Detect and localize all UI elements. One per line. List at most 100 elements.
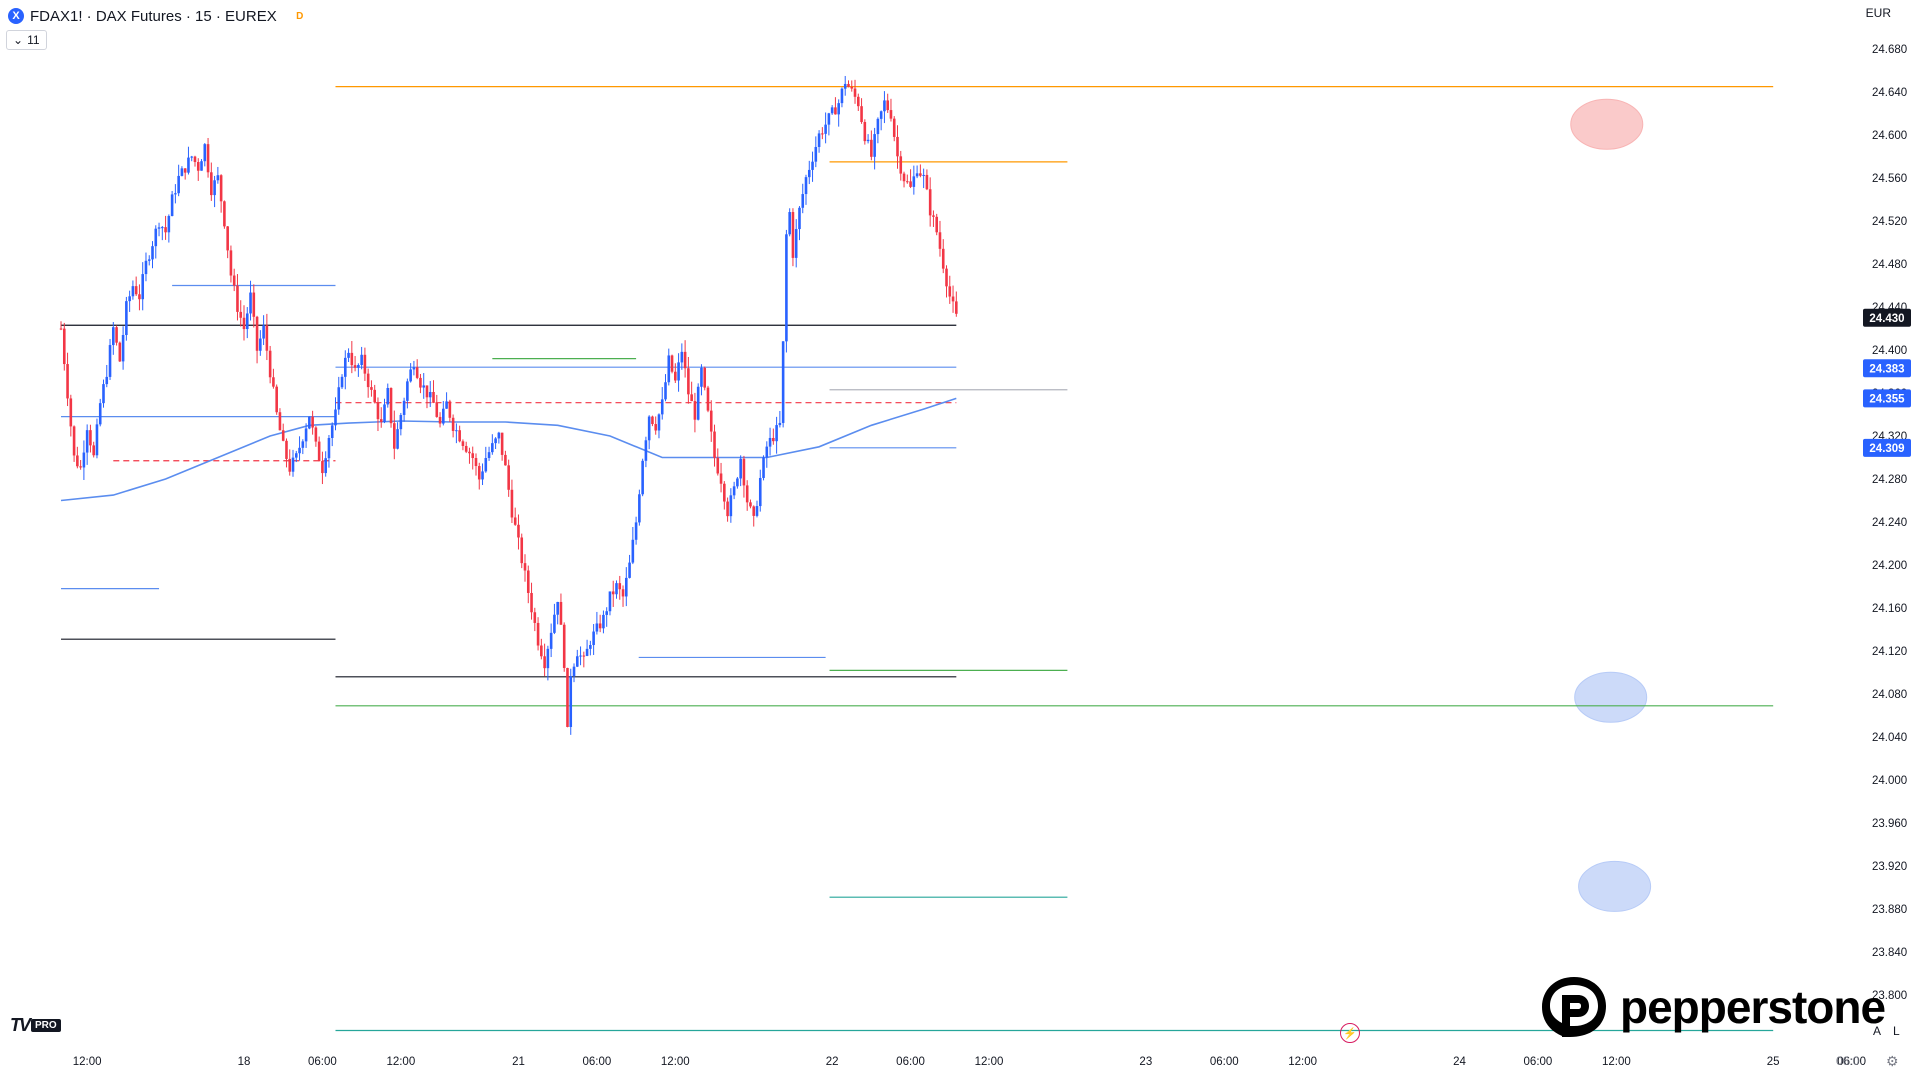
candle-body-172 [621, 589, 625, 597]
candle-body-263 [919, 173, 922, 176]
candle-body-178 [641, 460, 644, 495]
candle-body-139 [513, 517, 517, 525]
candle-body-110 [419, 377, 422, 388]
time-axis[interactable]: 12:00 18 06:00 12:00 21 06:00 12:00 22 06:00 12:0… [73, 1056, 1913, 1068]
x-tick-label-2: 06:00 [308, 1056, 337, 1068]
x-tick-label-1: 18 [238, 1056, 251, 1068]
candle-body-92 [360, 354, 363, 366]
settings-gear-icon[interactable]: ⚙ [1886, 1053, 1899, 1069]
tradingview-logo[interactable]: TV PRO [10, 1015, 61, 1036]
candle-body-269 [938, 232, 942, 249]
candle-body-43 [200, 161, 203, 171]
y-tick-label-10: 24.280 [1872, 474, 1907, 486]
candle-body-69 [285, 440, 288, 459]
candle-body-147 [540, 645, 543, 657]
candle-body-120 [451, 417, 455, 431]
candle-body-35 [174, 193, 177, 195]
candle-body-67 [278, 412, 282, 431]
candle-body-198 [706, 387, 710, 411]
indicators-toggle[interactable]: ⌄ 11 [6, 30, 47, 50]
candle-body-132 [491, 443, 494, 453]
candle-body-260 [909, 181, 912, 187]
candle-body-166 [602, 614, 605, 629]
candle-body-108 [412, 367, 416, 370]
candle-body-29 [154, 228, 158, 247]
candle-body-252 [883, 100, 886, 112]
log-scale-button[interactable]: L [1893, 1024, 1900, 1038]
alert-icon[interactable]: ⚡ [1340, 1023, 1360, 1043]
candle-body-253 [886, 100, 889, 111]
candle-body-200 [713, 431, 716, 458]
candle-body-220 [778, 422, 782, 426]
price-labels: 24.430 24.383 24.355 24.309 [1863, 308, 1911, 457]
x-tick-label-12: 12:00 [1288, 1056, 1317, 1068]
symbol-icon[interactable]: X [8, 8, 24, 24]
candle-body-161 [585, 648, 589, 656]
candle-body-39 [187, 157, 190, 173]
candle-body-72 [294, 453, 298, 458]
candle-body-11 [95, 424, 99, 456]
candle-body-87 [343, 357, 347, 377]
candle-body-98 [379, 419, 383, 422]
candle-body-129 [481, 471, 484, 480]
price-tag-bg-3 [1863, 438, 1911, 457]
candle-body-194 [693, 401, 697, 420]
candle-body-134 [497, 432, 501, 439]
y-tick-label-14: 24.120 [1872, 646, 1907, 658]
candle-body-265 [925, 174, 929, 190]
candle-body-197 [703, 367, 707, 388]
candle-body-188 [674, 371, 677, 381]
x-tick-label-4: 21 [512, 1056, 525, 1068]
candle-body-19 [121, 335, 125, 362]
candle-body-204 [726, 501, 729, 517]
x-tick-label-5: 06:00 [582, 1056, 611, 1068]
chart-title[interactable]: FDAX1! · DAX Futures · 15 · EUREX [30, 7, 277, 25]
price-axis[interactable]: 24.680 24.640 24.600 24.560 24.520 24.480 24.4… [1872, 44, 1907, 1002]
moving-average [60, 397, 957, 502]
candle-body-169 [611, 591, 615, 595]
candle-body-152 [556, 601, 559, 615]
candle-body-2 [66, 364, 69, 399]
candle-body-215 [762, 457, 765, 478]
candle-body-231 [814, 146, 818, 162]
candle-body-114 [432, 391, 435, 403]
candle-body-195 [696, 386, 700, 420]
candle-body-244 [856, 96, 860, 107]
candle-body-131 [487, 452, 491, 459]
candle-body-122 [458, 430, 461, 442]
candle-body-256 [896, 136, 899, 157]
candle-body-86 [340, 376, 344, 388]
candle-body-112 [425, 385, 429, 398]
candle-body-30 [157, 227, 161, 229]
candle-body-23 [134, 286, 138, 295]
candle-body-136 [504, 454, 507, 466]
candle-body-62 [262, 325, 265, 339]
candle-body-206 [732, 486, 736, 496]
candle-body-153 [559, 601, 563, 625]
candle-body-233 [821, 133, 824, 135]
candle-body-68 [281, 430, 285, 441]
auto-scale-button[interactable]: A [1873, 1024, 1882, 1038]
candle-body-272 [948, 286, 952, 297]
candle-body-186 [667, 355, 671, 383]
candle-body-182 [654, 424, 658, 431]
target-zone-2 [1578, 860, 1652, 912]
candle-body-127 [474, 458, 478, 467]
candle-body-234 [824, 124, 827, 134]
candle-body-116 [438, 416, 442, 424]
candle-body-14 [105, 376, 109, 385]
x-tick-label-6: 12:00 [661, 1056, 690, 1068]
candle-body-245 [860, 106, 863, 123]
price-tag-bg-0 [1863, 308, 1911, 327]
candle-body-12 [98, 403, 102, 425]
currency-label[interactable]: EUR [1865, 6, 1891, 20]
candle-body-255 [892, 118, 896, 137]
candle-body-228 [804, 177, 808, 195]
x-tick-label-13: 24 [1453, 1056, 1466, 1068]
price-tag-3: 24.309 [1869, 443, 1904, 455]
candle-body-137 [507, 465, 510, 490]
candle-body-133 [494, 438, 497, 444]
candle-body-25 [141, 274, 145, 300]
y-tick-label-4: 24.520 [1872, 216, 1907, 228]
